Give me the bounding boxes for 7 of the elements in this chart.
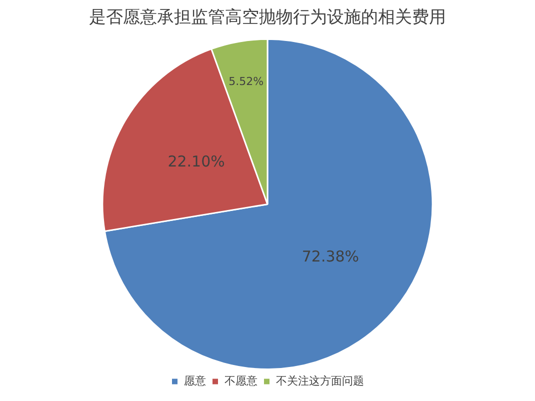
legend-label: 不愿意: [224, 374, 258, 388]
legend-label: 不关注这方面问题: [276, 374, 364, 388]
data-label: 72.38%: [302, 247, 360, 266]
legend-label: 愿意: [184, 374, 206, 388]
data-label: 5.52%: [228, 75, 264, 88]
chart-title: 是否愿意承担监管高空抛物行为设施的相关费用: [89, 8, 446, 28]
data-label: 22.10%: [168, 152, 225, 170]
